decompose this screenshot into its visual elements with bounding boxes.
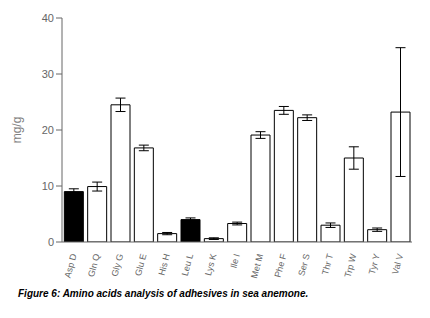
svg-text:His H: His H [156,253,171,277]
svg-text:Leu L: Leu L [180,253,195,277]
svg-text:30: 30 [42,68,54,80]
svg-text:Met M: Met M [249,253,265,280]
svg-text:Gln Q: Gln Q [86,253,102,278]
svg-text:mg/g: mg/g [10,117,24,144]
svg-text:Tyr Y: Tyr Y [367,253,382,276]
svg-text:Glu E: Glu E [133,253,148,277]
svg-text:Ser S: Ser S [296,253,311,277]
svg-text:Ile I: Ile I [228,253,241,270]
svg-text:10: 10 [42,180,54,192]
svg-text:Thr T: Thr T [320,252,335,276]
svg-text:0: 0 [48,236,54,248]
svg-text:Gly G: Gly G [110,253,126,278]
svg-text:Trp W: Trp W [343,252,359,278]
svg-text:Asp D: Asp D [62,252,78,279]
svg-text:Val V: Val V [390,253,405,276]
svg-text:Phe F: Phe F [273,252,289,278]
svg-text:40: 40 [42,12,54,24]
svg-text:20: 20 [42,124,54,136]
html-text:Figure 6: Amino acids analysis: Figure 6: Amino acids analysis of adhesi… [18,288,309,299]
svg-text:Lys K: Lys K [203,253,218,277]
